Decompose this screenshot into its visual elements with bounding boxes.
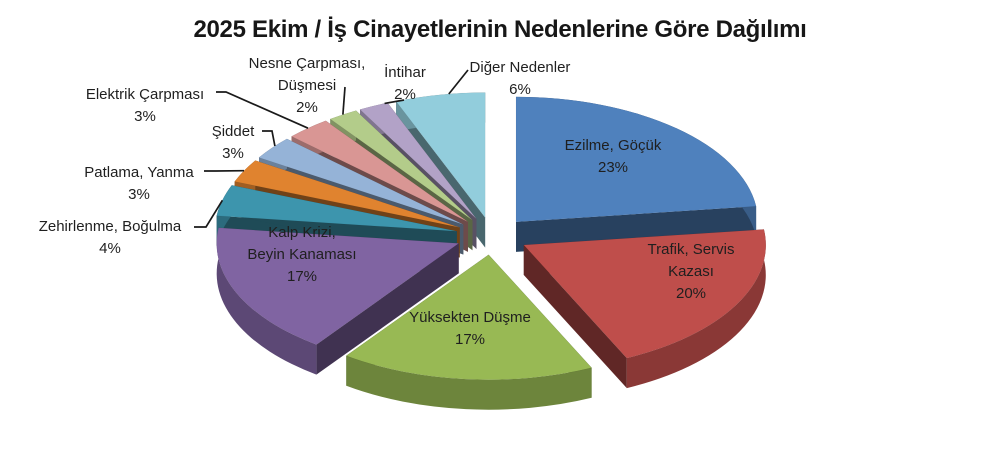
slice-label-9: İntihar 2%	[384, 63, 426, 103]
slice-4-top	[216, 184, 457, 232]
slice-label-1: Trafik, Servis Kazası 20%	[648, 241, 735, 302]
slice-3-cut-wall-0	[316, 243, 459, 375]
slice-3-rim-wall	[216, 227, 317, 375]
slice-label-6: Şiddet 3%	[212, 123, 255, 162]
slice-label-2: Yüksekten Düşme 17%	[409, 309, 531, 348]
slice-2-top	[345, 254, 593, 380]
leader-line-8	[342, 86, 346, 115]
slice-label-8: Nesne Çarpması, Düşmesi 2%	[249, 55, 366, 116]
chart-title: 2025 Ekim / İş Cinayetlerinin Nedenlerin…	[193, 16, 807, 43]
slice-label-3: Kalp Krizi, Beyin Kanaması 17%	[247, 224, 356, 285]
slice-label-0: Ezilme, Göçük 23%	[565, 137, 662, 176]
leader-line-9	[384, 99, 405, 105]
data-labels: Ezilme, Göçük 23% Trafik, Servis Kazası 20% Y…	[39, 55, 735, 348]
slice-6-top	[258, 138, 464, 225]
pie-slices	[216, 92, 767, 410]
slice-0-top	[515, 96, 757, 223]
slice-2-rim-wall	[346, 355, 592, 410]
slice-1-rim-wall	[626, 229, 766, 389]
slice-label-5: Patlama, Yanma 3%	[84, 164, 194, 203]
slice-1-cut-wall-1	[523, 245, 627, 389]
leader-line-10	[448, 69, 469, 95]
slice-1-top	[523, 229, 767, 359]
leader-line-6	[262, 130, 276, 147]
slice-label-7: Elektrik Çarpması 3%	[86, 86, 204, 125]
slice-3-top	[216, 227, 460, 345]
slice-5-top	[234, 160, 460, 228]
slice-label-4: Zehirlenme, Boğulma 4%	[39, 218, 182, 257]
slice-0-cut-wall-1	[516, 206, 757, 252]
slice-label-10: Diğer Nedenler 6%	[470, 59, 571, 98]
leader-line-7	[216, 91, 309, 129]
leader-line-4	[194, 199, 224, 228]
